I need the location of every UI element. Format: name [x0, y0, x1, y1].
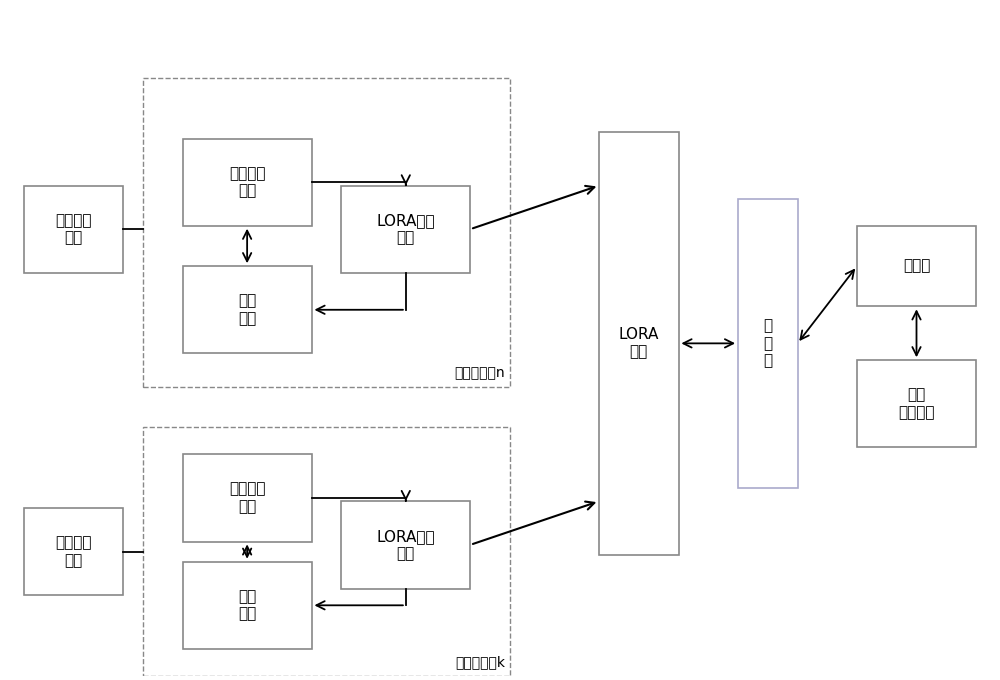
- FancyBboxPatch shape: [183, 562, 312, 649]
- FancyBboxPatch shape: [183, 139, 312, 226]
- FancyBboxPatch shape: [857, 226, 976, 307]
- Text: 控制
单元: 控制 单元: [238, 589, 256, 622]
- FancyBboxPatch shape: [738, 199, 798, 488]
- Text: LORA收发
模块: LORA收发 模块: [376, 528, 435, 561]
- FancyBboxPatch shape: [341, 501, 470, 588]
- Text: LORA
网关: LORA 网关: [619, 327, 659, 360]
- Text: 服
务
器: 服 务 器: [763, 318, 772, 369]
- Text: 太阳能蓄
电池: 太阳能蓄 电池: [55, 213, 92, 245]
- FancyBboxPatch shape: [599, 132, 678, 555]
- Text: 监测端设备k: 监测端设备k: [455, 655, 505, 669]
- FancyBboxPatch shape: [24, 186, 123, 273]
- FancyBboxPatch shape: [24, 508, 123, 595]
- FancyBboxPatch shape: [183, 266, 312, 354]
- Text: 预测
数学模型: 预测 数学模型: [898, 388, 935, 420]
- FancyBboxPatch shape: [341, 186, 470, 273]
- Text: 控制
单元: 控制 单元: [238, 294, 256, 326]
- Text: 导航信息
模块: 导航信息 模块: [229, 166, 265, 199]
- FancyBboxPatch shape: [857, 360, 976, 447]
- Text: LORA收发
模块: LORA收发 模块: [376, 213, 435, 245]
- Text: 导航信息
模块: 导航信息 模块: [229, 481, 265, 514]
- Text: 太阳能蓄
电池: 太阳能蓄 电池: [55, 535, 92, 568]
- Text: 云平台: 云平台: [903, 258, 930, 273]
- FancyBboxPatch shape: [183, 454, 312, 541]
- Text: 监测端设备n: 监测端设备n: [454, 367, 505, 380]
